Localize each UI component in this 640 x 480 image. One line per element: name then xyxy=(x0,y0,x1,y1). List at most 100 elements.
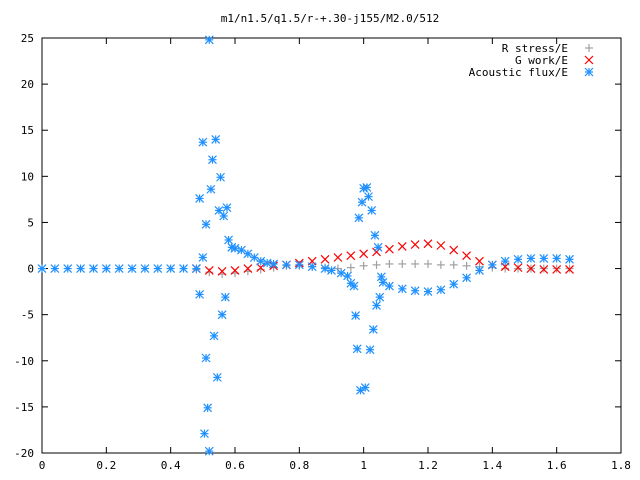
marker-stroke xyxy=(209,331,219,341)
marker-stroke xyxy=(513,263,523,273)
marker-stroke xyxy=(140,264,150,273)
marker-stroke xyxy=(203,403,213,413)
marker-stroke xyxy=(217,266,227,276)
data-point xyxy=(209,331,219,341)
data-point xyxy=(423,287,433,297)
marker-stroke xyxy=(294,260,304,270)
data-point xyxy=(198,253,208,262)
data-point xyxy=(368,324,378,334)
marker-stroke xyxy=(487,260,497,270)
data-point xyxy=(204,265,214,275)
data-point xyxy=(364,192,373,202)
data-point xyxy=(256,263,266,273)
data-point xyxy=(367,206,377,215)
x-tick-label: 0.6 xyxy=(225,459,245,472)
x-tick-label: 1 xyxy=(360,459,367,472)
data-point xyxy=(462,251,472,261)
marker-stroke xyxy=(436,285,446,295)
x-tick-label: 0.4 xyxy=(161,459,181,472)
legend-marker xyxy=(585,44,593,52)
marker-stroke xyxy=(198,137,208,147)
legend-label: Acoustic flux/E xyxy=(469,66,568,79)
marker-stroke xyxy=(204,265,214,275)
marker-stroke xyxy=(539,253,549,263)
y-tick-label: 10 xyxy=(21,170,34,183)
marker-stroke xyxy=(351,311,361,321)
marker-stroke xyxy=(216,172,225,182)
marker-stroke xyxy=(333,253,343,262)
marker-stroke xyxy=(384,281,394,291)
data-point xyxy=(552,265,562,274)
data-point xyxy=(349,281,359,291)
data-point xyxy=(475,256,484,266)
data-point xyxy=(217,310,227,320)
data-point xyxy=(205,268,214,277)
marker-stroke xyxy=(269,259,279,269)
data-point xyxy=(203,403,213,413)
data-point xyxy=(249,253,259,262)
marker-stroke xyxy=(114,264,124,273)
data-point xyxy=(204,446,214,456)
data-point xyxy=(539,253,549,263)
x-tick-label: 1.4 xyxy=(482,459,502,472)
data-point xyxy=(320,264,330,273)
data-point xyxy=(307,262,317,272)
marker-stroke xyxy=(200,429,209,439)
data-point xyxy=(333,253,343,262)
data-point xyxy=(214,206,224,215)
marker-stroke xyxy=(320,264,330,273)
x-tick-label: 0.8 xyxy=(289,459,309,472)
data-point xyxy=(359,261,368,270)
data-point xyxy=(269,259,279,269)
marker-stroke xyxy=(153,264,163,273)
data-point xyxy=(462,273,472,283)
legend-marker xyxy=(584,67,594,77)
marker-stroke xyxy=(526,264,536,273)
marker-stroke xyxy=(475,256,484,266)
marker-stroke xyxy=(256,263,266,273)
data-point xyxy=(436,285,446,295)
marker-stroke xyxy=(243,249,253,259)
marker-stroke xyxy=(204,35,214,45)
marker-stroke xyxy=(397,284,407,294)
data-point xyxy=(230,265,240,275)
data-point xyxy=(351,311,361,321)
data-point xyxy=(357,197,367,207)
marker-stroke xyxy=(191,264,201,273)
marker-stroke xyxy=(127,264,137,273)
data-point xyxy=(436,241,446,250)
data-point xyxy=(230,243,240,253)
marker-stroke xyxy=(349,281,359,291)
marker-stroke xyxy=(217,310,227,320)
marker-stroke xyxy=(179,264,188,273)
data-point xyxy=(114,264,124,273)
y-tick-label: 0 xyxy=(27,263,34,276)
data-point xyxy=(385,259,394,268)
data-point xyxy=(552,264,561,273)
data-point xyxy=(201,219,211,229)
marker-stroke xyxy=(513,254,523,264)
marker-stroke xyxy=(204,446,214,456)
marker-stroke xyxy=(397,241,407,251)
marker-stroke xyxy=(201,353,211,363)
data-point xyxy=(526,253,536,263)
data-point xyxy=(362,182,372,192)
data-point xyxy=(217,266,227,276)
marker-stroke xyxy=(372,247,381,257)
marker-stroke xyxy=(354,213,364,223)
marker-stroke xyxy=(565,254,574,264)
data-point xyxy=(376,272,386,282)
data-point xyxy=(410,240,420,250)
data-point xyxy=(354,213,364,223)
marker-stroke xyxy=(359,249,369,259)
data-point xyxy=(372,260,381,269)
data-point xyxy=(552,253,562,263)
data-point xyxy=(370,230,380,240)
legend-label: R stress/E xyxy=(502,42,568,55)
data-point xyxy=(513,263,523,273)
chart-title: m1/n1.5/q1.5/r-+.30-j155/M2.0/512 xyxy=(221,12,440,25)
marker-stroke xyxy=(198,253,208,262)
y-tick-label: -20 xyxy=(14,447,34,460)
